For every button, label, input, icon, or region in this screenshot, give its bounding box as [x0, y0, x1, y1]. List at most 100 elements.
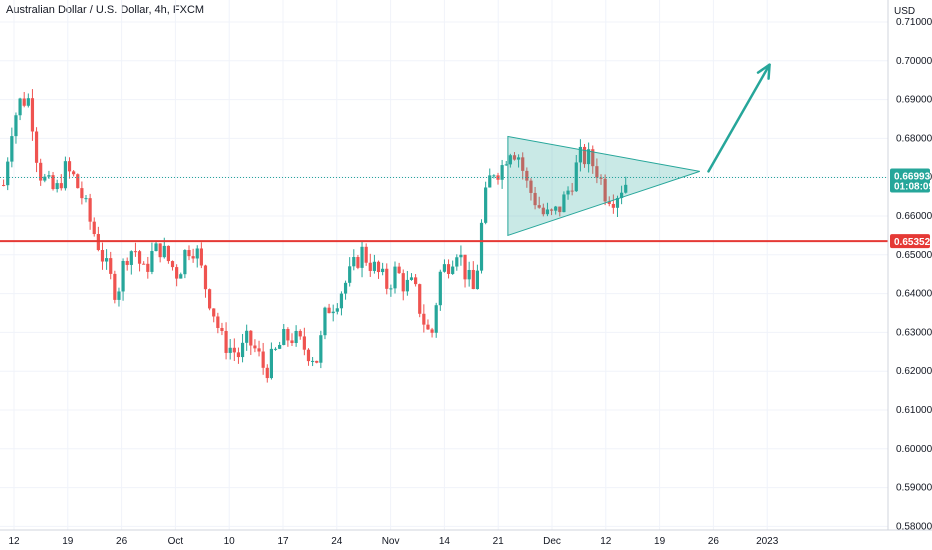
candle-body	[356, 257, 360, 268]
candle-body	[298, 330, 302, 337]
candle-body	[14, 115, 18, 137]
candle-body	[389, 288, 393, 290]
candle-body	[47, 175, 51, 177]
candle-body	[508, 155, 512, 165]
candle-body	[492, 175, 496, 177]
candle-body	[249, 330, 253, 346]
y-tick-label: 0.65000	[896, 250, 932, 261]
candle-body	[405, 279, 409, 292]
candle-body	[343, 282, 348, 294]
candle-body	[459, 254, 463, 258]
candle-body	[113, 273, 117, 300]
candle-body	[426, 324, 430, 330]
candle-body	[228, 347, 232, 353]
candle-body	[150, 251, 154, 272]
candle-body	[216, 316, 220, 328]
y-tick-label: 0.66000	[896, 211, 932, 222]
candle-body	[265, 367, 269, 379]
candle-body	[624, 184, 628, 193]
candle-body	[582, 146, 587, 165]
candle-body	[451, 266, 455, 274]
x-tick-label: 19	[654, 536, 666, 547]
x-tick-label: 12	[600, 536, 612, 547]
support-price-value: 0.65352	[894, 237, 931, 248]
candle-body	[245, 330, 249, 343]
candle-body	[34, 131, 39, 163]
candle-body	[562, 194, 566, 213]
candle-body	[339, 293, 344, 309]
y-tick-label: 0.60000	[896, 444, 932, 455]
candle-body	[364, 246, 368, 263]
candle-body	[434, 305, 438, 333]
candle-body	[521, 157, 525, 171]
candle-body	[603, 178, 607, 202]
candle-body	[368, 262, 372, 271]
candle-body	[446, 264, 451, 274]
candle-body	[179, 274, 183, 279]
candle-body	[224, 330, 228, 353]
candle-body	[158, 243, 162, 258]
candle-body	[137, 251, 142, 264]
candle-series	[2, 89, 628, 383]
candle-body	[109, 258, 113, 274]
price-axis[interactable]: USD 0.710000.700000.690000.680000.670000…	[887, 0, 932, 532]
candle-body	[51, 175, 55, 190]
current-price-badge	[890, 168, 930, 193]
candle-body	[282, 328, 286, 345]
price-unit-label: USD	[894, 6, 915, 17]
candle-body	[545, 209, 550, 215]
triangle-pattern[interactable]	[507, 135, 700, 237]
countdown-value: 01:08:09	[894, 181, 932, 192]
candle-body	[306, 349, 311, 362]
candle-body	[335, 308, 339, 312]
time-axis[interactable]: 12 19 26 Oct 10 17 24 Nov 14 21 Dec 12 19 26 2023	[0, 529, 932, 547]
y-tick-label: 0.68000	[896, 133, 932, 144]
y-tick-label: 0.61000	[896, 405, 932, 416]
candle-body	[372, 261, 376, 271]
x-tick-label: 19	[62, 536, 74, 547]
candle-body	[261, 351, 265, 368]
candle-body	[311, 360, 315, 362]
x-tick-label: 17	[277, 536, 289, 547]
candle-body	[319, 335, 323, 363]
candle-body	[607, 201, 611, 204]
candle-body	[55, 183, 59, 190]
candle-body	[117, 291, 121, 300]
candle-body	[30, 98, 35, 132]
x-tick-label: 14	[439, 536, 451, 547]
candle-body	[554, 206, 558, 211]
candle-body	[302, 336, 306, 350]
x-tick-label: 10	[224, 536, 236, 547]
candle-body	[26, 98, 30, 106]
y-tick-label: 0.64000	[896, 289, 932, 300]
grid-lines	[0, 0, 888, 530]
y-tick-label: 0.69000	[896, 95, 932, 106]
candle-body	[331, 311, 335, 314]
candle-body	[595, 166, 599, 178]
candle-body	[195, 248, 199, 259]
candle-body	[578, 146, 582, 163]
candle-body	[525, 170, 529, 181]
trend-arrow[interactable]	[707, 63, 771, 173]
candle-body	[500, 165, 504, 180]
x-tick-label: 26	[116, 536, 128, 547]
x-tick-label: 21	[493, 536, 505, 547]
candle-body	[484, 187, 488, 223]
candle-body	[92, 221, 96, 235]
candle-body	[418, 284, 422, 314]
candle-body	[401, 273, 405, 292]
x-tick-label: Dec	[543, 536, 561, 547]
candle-body	[393, 266, 397, 289]
candle-body	[273, 348, 278, 350]
candle-body	[574, 162, 578, 192]
candle-body	[360, 246, 364, 268]
y-tick-label: 0.63000	[896, 327, 932, 338]
candle-body	[84, 198, 88, 200]
candle-body	[512, 155, 517, 160]
candle-body	[397, 266, 401, 274]
candle-body	[72, 171, 76, 175]
candle-body	[162, 245, 166, 258]
y-tick-label: 0.70000	[896, 56, 932, 67]
